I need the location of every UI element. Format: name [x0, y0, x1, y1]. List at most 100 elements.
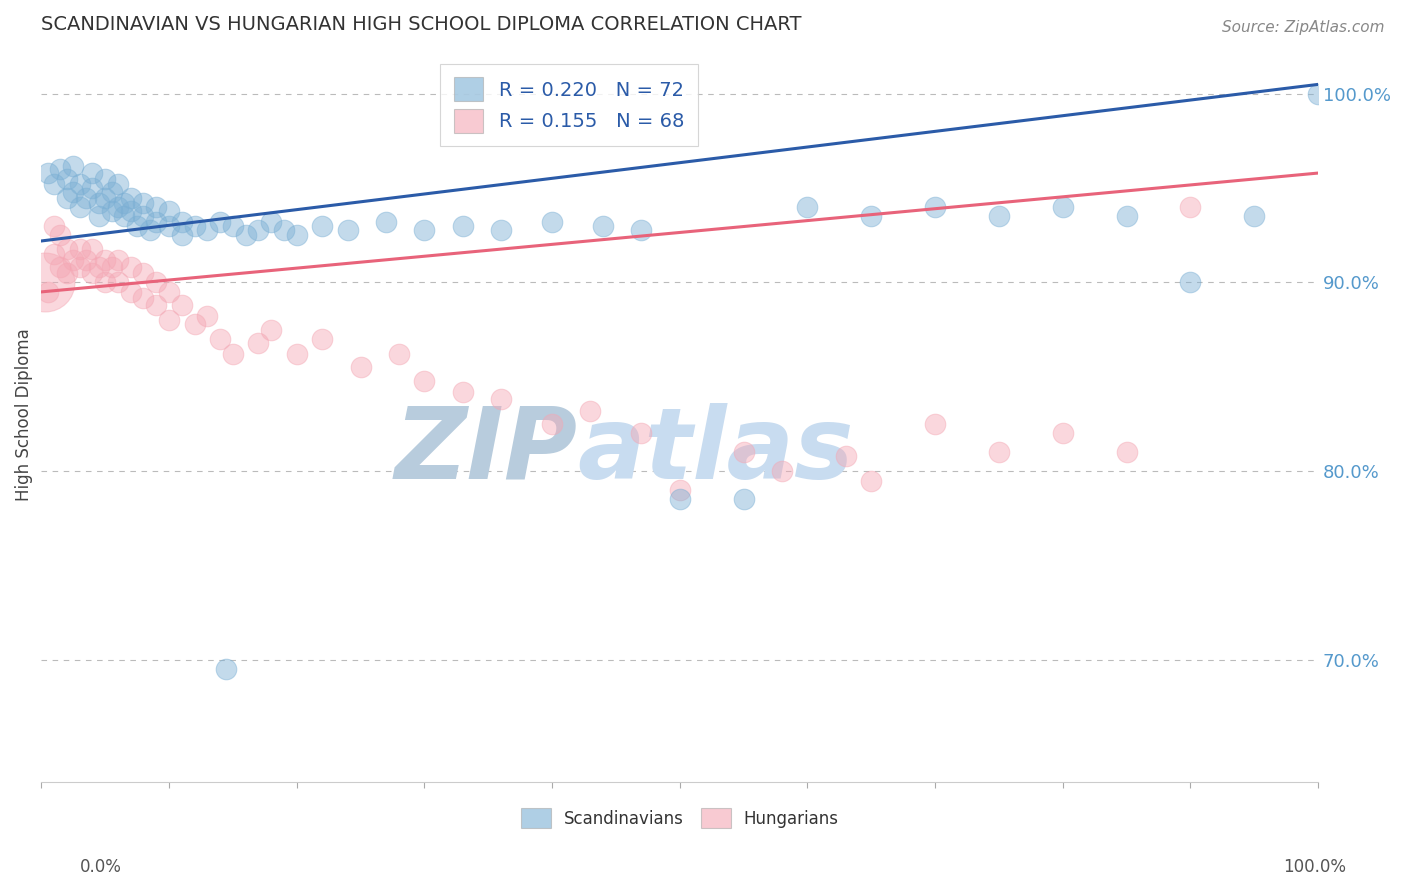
Point [630, 222, 652, 236]
Text: 100.0%: 100.0% [1284, 858, 1346, 876]
Point [87, 260, 110, 275]
Point [107, 252, 129, 267]
Point [157, 313, 180, 327]
Point [157, 203, 180, 218]
Text: 0.0%: 0.0% [80, 858, 122, 876]
Point [541, 417, 564, 431]
Point [195, 222, 218, 236]
Point [87, 196, 110, 211]
Point [157, 219, 180, 233]
Point [247, 335, 270, 350]
Point [120, 203, 142, 218]
Point [120, 285, 142, 299]
Point [235, 228, 257, 243]
Point [145, 298, 167, 312]
Point [139, 222, 162, 236]
Point [924, 200, 946, 214]
Legend: Scandinavians, Hungarians: Scandinavians, Hungarians [512, 799, 848, 837]
Point [860, 210, 883, 224]
Point [1243, 210, 1265, 224]
Point [56, 171, 79, 186]
Point [82, 166, 104, 180]
Point [222, 347, 245, 361]
Point [413, 222, 436, 236]
Point [311, 219, 333, 233]
Point [195, 310, 218, 324]
Point [69, 178, 91, 192]
Point [107, 178, 129, 192]
Point [260, 215, 283, 229]
Point [145, 215, 167, 229]
Point [349, 360, 371, 375]
Point [82, 242, 104, 256]
Point [451, 384, 474, 399]
Point [1052, 426, 1074, 441]
Point [987, 210, 1010, 224]
Point [49, 260, 72, 275]
Point [112, 210, 135, 224]
Point [56, 266, 79, 280]
Point [860, 474, 883, 488]
Point [1180, 276, 1202, 290]
Point [62, 252, 84, 267]
Point [630, 426, 652, 441]
Y-axis label: High School Diploma: High School Diploma [15, 328, 32, 501]
Point [1308, 87, 1330, 101]
Point [34, 276, 56, 290]
Point [107, 276, 129, 290]
Point [311, 332, 333, 346]
Point [260, 323, 283, 337]
Point [100, 203, 122, 218]
Point [132, 210, 155, 224]
Point [215, 662, 238, 676]
Point [75, 190, 97, 204]
Point [170, 215, 193, 229]
Point [413, 374, 436, 388]
Point [145, 276, 167, 290]
Point [770, 464, 793, 478]
Point [222, 219, 245, 233]
Point [336, 222, 359, 236]
Point [82, 181, 104, 195]
Point [1115, 445, 1137, 459]
Point [1052, 200, 1074, 214]
Point [49, 228, 72, 243]
Point [100, 260, 122, 275]
Point [94, 171, 117, 186]
Point [56, 242, 79, 256]
Point [112, 196, 135, 211]
Text: SCANDINAVIAN VS HUNGARIAN HIGH SCHOOL DIPLOMA CORRELATION CHART: SCANDINAVIAN VS HUNGARIAN HIGH SCHOOL DI… [41, 15, 801, 34]
Point [183, 219, 205, 233]
Text: Source: ZipAtlas.com: Source: ZipAtlas.com [1222, 20, 1385, 35]
Text: atlas: atlas [578, 403, 853, 500]
Point [157, 285, 180, 299]
Point [69, 242, 91, 256]
Point [668, 483, 690, 497]
Point [209, 332, 232, 346]
Point [132, 196, 155, 211]
Point [1180, 200, 1202, 214]
Point [56, 190, 79, 204]
Point [69, 200, 91, 214]
Point [42, 247, 65, 261]
Point [69, 260, 91, 275]
Point [94, 252, 117, 267]
Point [82, 266, 104, 280]
Point [170, 298, 193, 312]
Point [209, 215, 232, 229]
Point [796, 200, 818, 214]
Point [62, 185, 84, 199]
Point [42, 178, 65, 192]
Point [37, 285, 59, 299]
Point [668, 492, 690, 507]
Point [75, 252, 97, 267]
Point [42, 219, 65, 233]
Point [127, 219, 149, 233]
Point [489, 392, 512, 407]
Text: ZIP: ZIP [395, 403, 578, 500]
Point [1115, 210, 1137, 224]
Point [94, 276, 117, 290]
Point [733, 445, 755, 459]
Point [49, 162, 72, 177]
Point [285, 228, 308, 243]
